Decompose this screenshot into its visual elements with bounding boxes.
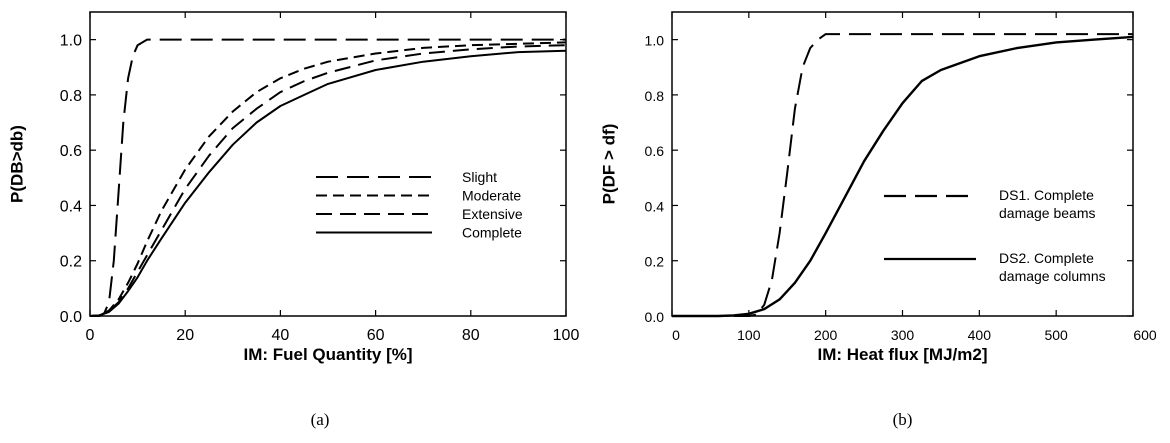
y-tick-label: 0.6 bbox=[645, 143, 665, 159]
series-line-2 bbox=[672, 35, 1134, 318]
legend-label: damage beams bbox=[999, 205, 1096, 221]
y-tick-label: 0.2 bbox=[60, 254, 82, 271]
plot-frame bbox=[89, 11, 567, 317]
legend-label: Moderate bbox=[462, 188, 521, 204]
legend-label: Extensive bbox=[462, 206, 523, 222]
y-tick-label: 1.0 bbox=[645, 33, 665, 49]
x-tick-label: 100 bbox=[553, 327, 580, 344]
series-line-4 bbox=[89, 49, 567, 317]
y-tick-label: 0.8 bbox=[60, 88, 82, 105]
series-line-1 bbox=[672, 33, 1133, 317]
y-tick-label: 0.2 bbox=[645, 254, 665, 270]
legend-label: DS1. Complete bbox=[999, 187, 1094, 203]
series-line-1 bbox=[90, 38, 566, 317]
x-tick-label: 20 bbox=[176, 327, 194, 344]
chart-panel-b: 0.0 0.2 0.4 0.6 0.8 1.0 0 100 200 300 400 500 600 IM:… bbox=[599, 11, 1157, 429]
y-axis-title: P(DB>db) bbox=[7, 125, 26, 203]
x-tick-label: 200 bbox=[814, 327, 838, 343]
x-axis-title: IM: Fuel Quantity [%] bbox=[243, 345, 412, 364]
y-tick-label: 1.0 bbox=[60, 33, 82, 50]
chart-panel-a: 0.0 0.2 0.4 0.6 0.8 1.0 0 20 40 60 80 100 IM: Fuel Q… bbox=[7, 11, 580, 429]
x-axis-title: IM: Heat flux [MJ/m2] bbox=[817, 345, 987, 364]
y-tick-label: 0.0 bbox=[645, 309, 665, 325]
x-tick-label: 0 bbox=[86, 327, 95, 344]
x-tick-label: 0 bbox=[672, 327, 680, 343]
series-line-2 bbox=[89, 41, 567, 317]
legend-label: DS2. Complete bbox=[999, 250, 1094, 266]
x-tick-label: 80 bbox=[462, 327, 480, 344]
y-tick-label: 0.6 bbox=[60, 143, 82, 160]
legend-label: damage columns bbox=[999, 268, 1106, 284]
x-tick-label: 600 bbox=[1133, 327, 1157, 343]
panel-caption: (a) bbox=[311, 410, 330, 429]
legend-label: Slight bbox=[462, 169, 497, 185]
x-tick-label: 60 bbox=[367, 327, 385, 344]
legend-label: Complete bbox=[462, 225, 522, 241]
x-tick-label: 500 bbox=[1044, 327, 1068, 343]
y-tick-label: 0.4 bbox=[60, 198, 82, 215]
x-tick-label: 100 bbox=[737, 327, 761, 343]
y-axis-title: P(DF > df) bbox=[599, 124, 618, 205]
panel-caption: (b) bbox=[893, 410, 913, 429]
y-tick-label: 0.8 bbox=[645, 88, 665, 104]
x-tick-label: 300 bbox=[891, 327, 915, 343]
y-tick-label: 0.4 bbox=[645, 198, 665, 214]
x-tick-label: 400 bbox=[968, 327, 992, 343]
y-tick-label: 0.0 bbox=[60, 309, 82, 326]
x-tick-label: 40 bbox=[272, 327, 290, 344]
